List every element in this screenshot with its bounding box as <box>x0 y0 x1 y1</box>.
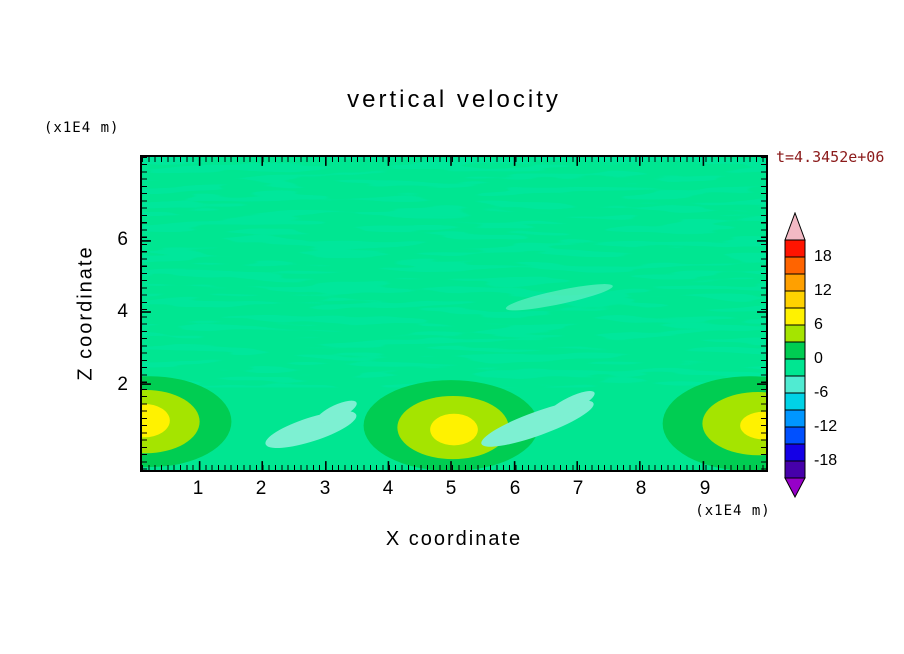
x-tick-label: 3 <box>319 478 331 499</box>
y-tick-label: 2 <box>117 374 128 395</box>
updraft-left-mid <box>142 390 200 454</box>
updraft-right <box>662 376 766 470</box>
colorbar-label: 18 <box>814 248 832 265</box>
minor-ticks-left <box>142 157 147 470</box>
colorbar-segment <box>784 409 806 428</box>
colorbar-label: 6 <box>814 316 823 333</box>
colorbar-arrow-top <box>784 212 806 241</box>
colorbar-label: -18 <box>814 452 838 469</box>
updraft-left <box>142 376 232 468</box>
x-tick-label: 8 <box>635 478 647 499</box>
y-axis-unit: (x1E4 m) <box>44 120 120 136</box>
colorbar-segment <box>784 392 806 411</box>
colorbar-segment <box>784 239 806 258</box>
minor-ticks-top <box>142 157 766 162</box>
colorbar-label: -12 <box>814 418 838 435</box>
colorbar-segment <box>784 375 806 394</box>
downdraft-streak-2b <box>547 390 595 417</box>
x-tick-label: 6 <box>509 478 521 499</box>
colorbar-segment <box>784 358 806 377</box>
colorbar-label: 12 <box>814 282 832 299</box>
x-tick-label: 2 <box>255 478 267 499</box>
x-tick-label: 5 <box>445 478 457 499</box>
colorbar-arrow-bottom <box>784 477 806 498</box>
colorbar-segment <box>784 443 806 462</box>
x-tick-label: 9 <box>699 478 711 499</box>
colorbar-segment <box>784 307 806 326</box>
x-tick-label: 4 <box>382 478 394 499</box>
y-tick-label: 4 <box>117 301 128 322</box>
updraft-right-core <box>740 411 766 440</box>
page-title: vertical velocity <box>347 86 561 113</box>
downdraft-streaks <box>265 390 595 448</box>
contour-plot <box>142 157 766 470</box>
updraft-right-mid <box>702 392 766 456</box>
x-tick-label: 1 <box>192 478 204 499</box>
updraft-center <box>363 380 539 470</box>
turbulence-streaks <box>142 157 766 388</box>
colorbar <box>784 212 806 498</box>
colorbar-segment <box>784 460 806 479</box>
interior-downdraft-wisp <box>505 284 613 311</box>
x-tick-label: 7 <box>572 478 584 499</box>
colorbar-label: -6 <box>814 384 829 401</box>
colorbar-segment <box>784 273 806 292</box>
y-tick-label: 6 <box>117 229 128 250</box>
colorbar-label: 0 <box>814 350 823 367</box>
x-axis-title: X coordinate <box>385 528 523 550</box>
colorbar-segment <box>784 341 806 360</box>
downdraft-streak-1b <box>316 400 357 423</box>
colorbar-segment <box>784 256 806 275</box>
minor-ticks-right <box>761 157 766 470</box>
updraft-center-core <box>430 413 478 446</box>
minor-ticks-bottom <box>142 465 766 470</box>
x-axis-unit: (x1E4 m) <box>695 503 771 519</box>
updraft-left-core <box>142 403 170 438</box>
colorbar-segment <box>784 290 806 309</box>
plot-area <box>140 155 768 472</box>
time-annotation: t=4.3452e+06 <box>776 148 885 166</box>
colorbar-segment <box>784 426 806 445</box>
colorbar-segment <box>784 324 806 343</box>
